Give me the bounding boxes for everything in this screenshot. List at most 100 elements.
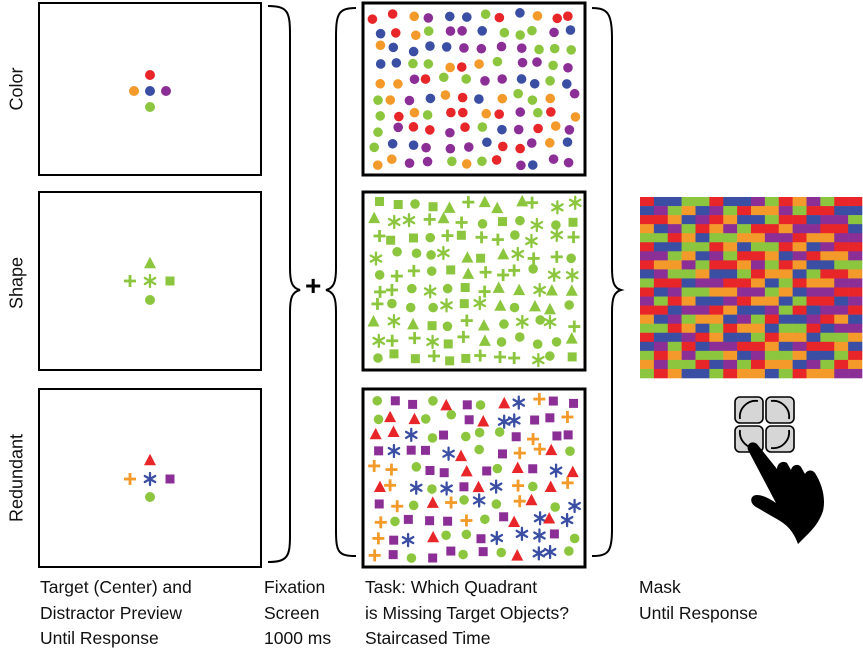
triangle-item xyxy=(492,281,505,293)
asterisk-item xyxy=(549,463,563,478)
circle-item xyxy=(411,30,421,41)
mask-panel xyxy=(640,197,863,379)
triangle-item xyxy=(477,415,490,427)
circle-item xyxy=(387,298,397,309)
mask-cell xyxy=(834,260,849,270)
mask-cell xyxy=(640,332,655,343)
mask-cell xyxy=(764,233,780,243)
square-item xyxy=(497,449,507,459)
task-left-brace xyxy=(325,7,357,557)
mask-cell xyxy=(848,323,863,334)
mask-cell xyxy=(820,251,835,261)
circle-item xyxy=(373,127,383,138)
square-item xyxy=(511,432,521,442)
mask-cell xyxy=(764,296,780,306)
mask-cell xyxy=(792,224,807,234)
square-item xyxy=(427,321,437,331)
circle-item xyxy=(420,74,431,84)
circle-item xyxy=(480,9,491,20)
circle-item xyxy=(375,78,386,89)
plus-item xyxy=(385,463,398,476)
mask-cell xyxy=(792,368,807,379)
circle-item xyxy=(509,302,520,313)
mask-cell xyxy=(681,305,696,315)
mask-cell xyxy=(723,251,738,261)
circle-item xyxy=(527,95,538,105)
circle-item xyxy=(475,400,486,410)
mask-cell xyxy=(640,341,655,352)
circle-item xyxy=(461,529,472,540)
mask-cell xyxy=(709,314,724,324)
circle-item xyxy=(474,94,484,104)
mask-cell xyxy=(709,359,724,370)
circle-item xyxy=(497,124,507,135)
caption-line: Staircased Time xyxy=(365,628,491,648)
mask-cell xyxy=(640,323,655,334)
circle-item xyxy=(548,154,559,164)
row-label-redundant: Redundant xyxy=(6,433,27,523)
mask-cell xyxy=(640,251,655,261)
square-item xyxy=(389,535,399,545)
mask-cell xyxy=(834,305,849,315)
mask-cell xyxy=(723,323,738,334)
plus-item xyxy=(513,447,526,460)
plus-item xyxy=(390,270,403,283)
circle-item xyxy=(535,315,546,325)
circle-item xyxy=(494,109,504,119)
mask-cell xyxy=(723,278,738,288)
mask-cell xyxy=(751,206,766,216)
circle-item xyxy=(425,125,435,135)
mask-cell xyxy=(640,305,655,315)
circle-item xyxy=(491,155,502,165)
mask-cell xyxy=(764,215,780,225)
square-item xyxy=(439,430,449,440)
mask-cell xyxy=(695,323,710,334)
circle-item xyxy=(564,125,575,135)
circle-item xyxy=(459,495,469,505)
circle-item xyxy=(129,86,139,96)
plus-item xyxy=(457,330,470,343)
mask-cell xyxy=(695,314,710,324)
circle-item xyxy=(374,270,385,280)
mask-cell xyxy=(653,359,669,370)
circle-item xyxy=(404,158,415,168)
plus-item xyxy=(368,459,381,472)
mask-cell xyxy=(681,251,696,261)
mask-cell xyxy=(778,368,793,379)
circle-item xyxy=(461,74,471,84)
mask-cell xyxy=(709,233,724,243)
asterisk-item xyxy=(497,414,511,429)
plus-item xyxy=(460,314,473,327)
mask-cell xyxy=(792,260,807,270)
mask-cell xyxy=(834,269,849,279)
plus-item xyxy=(462,196,475,209)
circle-item xyxy=(391,58,402,68)
asterisk-item xyxy=(515,526,529,541)
circle-item xyxy=(562,137,573,147)
mask-cell xyxy=(834,323,849,334)
mask-cell xyxy=(764,368,780,379)
mask-cell xyxy=(709,206,724,216)
plus-item xyxy=(567,231,580,244)
mask-cell xyxy=(681,242,696,252)
circle-item xyxy=(421,142,431,153)
square-item xyxy=(548,396,558,406)
row-label-color: Color xyxy=(6,67,27,111)
plus-item xyxy=(527,433,540,446)
mask-cell xyxy=(723,215,738,225)
asterisk-item xyxy=(143,471,157,487)
mask-cell xyxy=(848,233,863,243)
plus-item xyxy=(372,532,385,545)
mask-cell xyxy=(778,350,793,361)
plus-item xyxy=(124,473,136,485)
mask-cell xyxy=(681,206,696,216)
asterisk-item xyxy=(369,251,383,266)
circle-item xyxy=(161,86,171,96)
mask-cell xyxy=(723,224,738,234)
circle-item xyxy=(482,137,492,148)
circle-item xyxy=(528,264,538,274)
square-item xyxy=(403,514,413,524)
mask-cell xyxy=(792,341,807,352)
mask-cell xyxy=(695,224,710,234)
plus-item xyxy=(408,332,421,345)
